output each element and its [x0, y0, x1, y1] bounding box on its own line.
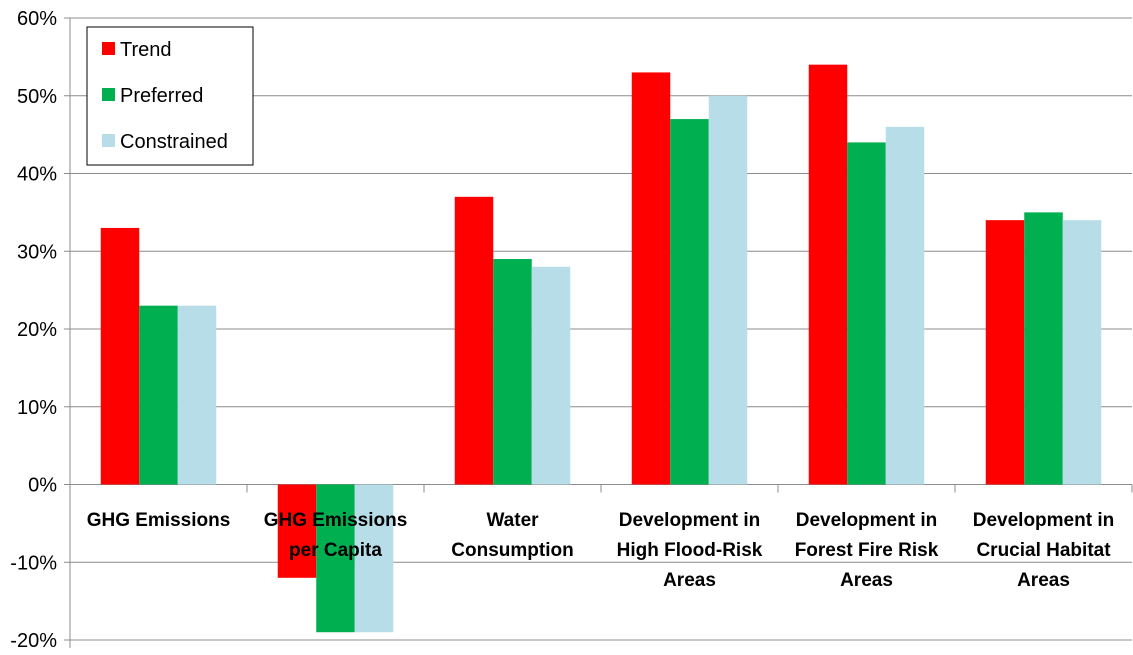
bar-trend: [277, 484, 317, 578]
bar-constrained: [531, 266, 571, 485]
bar-trend: [985, 220, 1025, 485]
y-tick-label: -20%: [10, 630, 57, 652]
category-label: Development in Crucial Habitat Areas: [973, 510, 1114, 591]
category-label-line: per Capita: [289, 540, 382, 561]
legend-label-preferred: Preferred: [120, 85, 203, 107]
category-label: Development in Forest Fire Risk Areas: [795, 510, 939, 591]
bar-constrained: [1062, 220, 1102, 485]
category-label: Water Consumption: [451, 510, 573, 561]
x-axis-category-labels: GHG Emissions GHG Emissions per Capita Wate…: [87, 510, 1115, 591]
bar-preferred: [493, 259, 532, 485]
bar-trend: [454, 196, 494, 485]
y-tick-label: 30%: [17, 241, 57, 263]
bars: [100, 64, 1102, 633]
category-label-line: Water: [486, 510, 539, 531]
category-label-line: Forest Fire Risk: [795, 540, 939, 561]
category-label-line: High Flood-Risk: [617, 540, 763, 561]
category-label-line: Development in: [796, 510, 937, 531]
y-tick-label: 50%: [17, 86, 57, 108]
bar-preferred: [847, 142, 886, 485]
legend: Trend Preferred Constrained: [86, 26, 254, 166]
category-label: GHG Emissions: [87, 510, 231, 531]
category-label-line: GHG Emissions: [264, 510, 408, 531]
y-tick-label: 0%: [28, 475, 57, 497]
legend-swatch-constrained: [102, 134, 115, 147]
y-tick-label: -10%: [10, 552, 57, 574]
category-label-line: Crucial Habitat: [976, 540, 1111, 561]
y-tick-label: 10%: [17, 397, 57, 419]
category-label: GHG Emissions per Capita: [264, 510, 408, 561]
axes: [64, 17, 1133, 648]
y-axis-tick-labels: -20% -10% 0% 10% 20% 30% 40% 50% 60%: [10, 8, 57, 652]
category-label-line: Areas: [840, 570, 893, 591]
y-tick-label: 60%: [17, 8, 57, 30]
y-tick-label: 40%: [17, 164, 57, 186]
y-tick-label: 20%: [17, 319, 57, 341]
bar-preferred: [670, 119, 709, 485]
bar-preferred: [1024, 212, 1063, 485]
bar-preferred: [139, 305, 178, 485]
category-label-line: Development in: [619, 510, 760, 531]
bar-trend: [631, 72, 671, 485]
category-label-line: Development in: [973, 510, 1114, 531]
bar-trend: [100, 227, 140, 485]
bar-constrained: [885, 126, 925, 485]
category-label-line: Areas: [663, 570, 716, 591]
bar-constrained: [354, 484, 394, 633]
legend-swatch-preferred: [102, 88, 115, 101]
bar-preferred: [316, 484, 355, 633]
bar-constrained: [708, 95, 748, 485]
category-label-line: Areas: [1017, 570, 1070, 591]
bar-constrained: [177, 305, 217, 485]
legend-swatch-trend: [102, 42, 115, 55]
legend-label-trend: Trend: [120, 39, 172, 61]
category-label: Development in High Flood-Risk Areas: [617, 510, 763, 591]
category-label-line: Consumption: [451, 540, 573, 561]
legend-label-constrained: Constrained: [120, 131, 228, 153]
bar-trend: [808, 64, 848, 485]
category-label-line: GHG Emissions: [87, 510, 231, 531]
